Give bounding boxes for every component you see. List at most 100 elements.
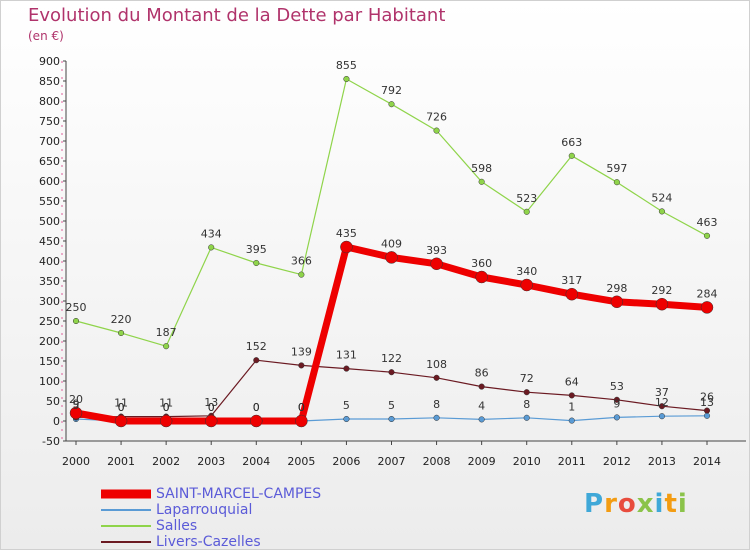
data-label-salles: 463 [697, 216, 718, 229]
x-tick-label: 2012 [603, 455, 631, 468]
data-point-salles [72, 317, 80, 325]
logo-letter: t [664, 489, 678, 519]
logo-letter: x [636, 489, 655, 519]
data-point-salles [433, 127, 440, 134]
data-label-salles: 726 [426, 111, 447, 124]
data-point-saint-marcel-campes [204, 414, 218, 428]
data-point-saint-marcel-campes [655, 297, 669, 311]
data-point-livers-cazelles [658, 403, 665, 410]
legend-swatch-saint-marcel-campes [101, 489, 151, 499]
legend-label-salles: Salles [156, 518, 198, 534]
data-point-saint-marcel-campes [565, 287, 579, 301]
data-label-salles: 524 [651, 191, 672, 204]
y-tick-label: 550 [39, 195, 60, 208]
data-point-saint-marcel-campes [520, 278, 533, 292]
legend-swatch-laparrouquial [101, 509, 151, 511]
data-label-salles: 366 [291, 255, 312, 268]
data-label-laparrouquial: 13 [700, 396, 714, 409]
data-point-livers-cazelles [703, 407, 711, 414]
y-tick-label: 900 [39, 55, 60, 68]
data-label-saint-marcel-campes: 0 [163, 401, 170, 414]
data-label-livers-cazelles: 139 [291, 345, 312, 358]
y-tick-label: 450 [39, 235, 60, 248]
y-tick-label: 0 [53, 415, 60, 428]
data-point-livers-cazelles [433, 374, 440, 381]
data-label-saint-marcel-campes: 393 [426, 244, 447, 257]
data-label-salles: 792 [381, 84, 402, 97]
data-label-saint-marcel-campes: 0 [298, 401, 305, 414]
data-point-salles [118, 329, 125, 337]
data-label-salles: 395 [246, 243, 267, 256]
data-label-livers-cazelles: 86 [475, 367, 489, 380]
data-point-salles [343, 75, 350, 83]
data-label-livers-cazelles: 11 [114, 397, 128, 410]
data-label-saint-marcel-campes: 360 [471, 257, 492, 270]
data-point-salles [253, 259, 260, 267]
legend-swatch-salles [101, 525, 151, 527]
x-tick-label: 2011 [558, 455, 586, 468]
data-label-livers-cazelles: 122 [381, 352, 402, 365]
data-label-saint-marcel-campes: 0 [253, 401, 260, 414]
data-point-saint-marcel-campes [295, 414, 308, 428]
data-point-laparrouquial [343, 415, 350, 423]
y-tick-label: 250 [39, 315, 60, 328]
data-label-saint-marcel-campes: 340 [516, 265, 537, 278]
chart-title: Evolution du Montant de la Dette par Hab… [28, 5, 446, 26]
data-point-laparrouquial [478, 416, 485, 423]
data-label-salles: 598 [471, 162, 492, 175]
data-point-salles [388, 101, 395, 108]
data-point-saint-marcel-campes [250, 414, 263, 428]
data-label-salles: 855 [336, 59, 357, 72]
legend-label-laparrouquial: Laparrouquial [156, 502, 253, 518]
data-point-salles [298, 271, 305, 278]
data-label-laparrouquial: 0 [208, 401, 215, 414]
data-label-salles: 597 [606, 162, 627, 175]
data-point-livers-cazelles [523, 389, 530, 396]
logo-letter: i [654, 489, 665, 519]
legend-label-livers-cazelles: Livers-Cazelles [156, 534, 261, 550]
data-point-livers-cazelles [343, 365, 350, 372]
data-label-livers-cazelles: 131 [336, 349, 357, 362]
data-label-livers-cazelles: 53 [610, 380, 624, 393]
data-label-livers-cazelles: 9 [73, 397, 80, 410]
x-tick-label: 2010 [513, 455, 541, 468]
logo-letter: P [584, 489, 605, 519]
y-tick-label: 300 [39, 295, 60, 308]
data-label-laparrouquial: 5 [73, 399, 80, 412]
y-tick-label: 600 [39, 175, 60, 188]
data-point-saint-marcel-campes [700, 301, 714, 314]
data-point-laparrouquial [433, 414, 440, 421]
x-tick-label: 2001 [107, 455, 135, 468]
y-tick-label: 200 [39, 335, 60, 348]
data-label-laparrouquial: 0 [163, 401, 170, 414]
data-label-laparrouquial: 4 [478, 399, 485, 412]
data-point-livers-cazelles [613, 396, 620, 403]
data-label-saint-marcel-campes: 0 [118, 401, 125, 414]
logo-letter: o [617, 489, 637, 519]
data-label-salles: 523 [516, 192, 537, 205]
data-label-salles: 220 [111, 313, 132, 326]
data-label-laparrouquial: 1 [568, 401, 575, 414]
y-tick-label: 100 [39, 375, 60, 388]
data-label-livers-cazelles: 13 [204, 396, 218, 409]
x-tick-label: 2003 [197, 455, 225, 468]
data-point-livers-cazelles [253, 357, 260, 364]
x-tick-label: 2007 [378, 455, 406, 468]
data-point-livers-cazelles [388, 369, 395, 376]
data-label-saint-marcel-campes: 0 [208, 401, 215, 414]
data-label-saint-marcel-campes: 20 [69, 393, 83, 406]
y-tick-label: -50 [42, 435, 60, 448]
logo-letter: i [677, 489, 688, 519]
y-tick-label: 350 [39, 275, 60, 288]
y-tick-label: 500 [39, 215, 60, 228]
data-label-livers-cazelles: 72 [520, 372, 534, 385]
data-point-saint-marcel-campes [159, 414, 173, 428]
data-point-salles [568, 152, 575, 159]
data-point-laparrouquial [568, 417, 575, 424]
data-label-laparrouquial: 5 [343, 399, 350, 412]
data-point-laparrouquial [658, 413, 665, 420]
x-tick-label: 2005 [287, 455, 315, 468]
data-point-saint-marcel-campes [385, 251, 398, 264]
x-tick-label: 2006 [332, 455, 360, 468]
